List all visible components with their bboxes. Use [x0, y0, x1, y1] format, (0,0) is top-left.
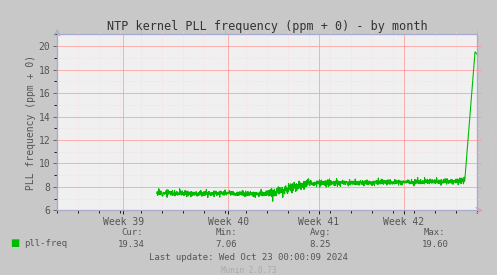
- Text: pll-freq: pll-freq: [24, 239, 67, 248]
- Text: Min:: Min:: [215, 228, 237, 237]
- Text: RRDTOOL / TOBI OETIKER: RRDTOOL / TOBI OETIKER: [489, 94, 494, 165]
- Text: 8.25: 8.25: [310, 240, 331, 249]
- Text: Last update: Wed Oct 23 00:00:09 2024: Last update: Wed Oct 23 00:00:09 2024: [149, 254, 348, 262]
- Y-axis label: PLL frequency (ppm + 0): PLL frequency (ppm + 0): [26, 55, 36, 190]
- Text: 7.06: 7.06: [215, 240, 237, 249]
- Text: Avg:: Avg:: [310, 228, 331, 237]
- Title: NTP kernel PLL frequency (ppm + 0) - by month: NTP kernel PLL frequency (ppm + 0) - by …: [107, 20, 427, 33]
- Text: ■: ■: [10, 238, 19, 248]
- Text: 19.34: 19.34: [118, 240, 145, 249]
- Text: Max:: Max:: [424, 228, 446, 237]
- Text: Munin 2.0.73: Munin 2.0.73: [221, 266, 276, 274]
- Text: Cur:: Cur:: [121, 228, 143, 237]
- Text: 19.60: 19.60: [421, 240, 448, 249]
